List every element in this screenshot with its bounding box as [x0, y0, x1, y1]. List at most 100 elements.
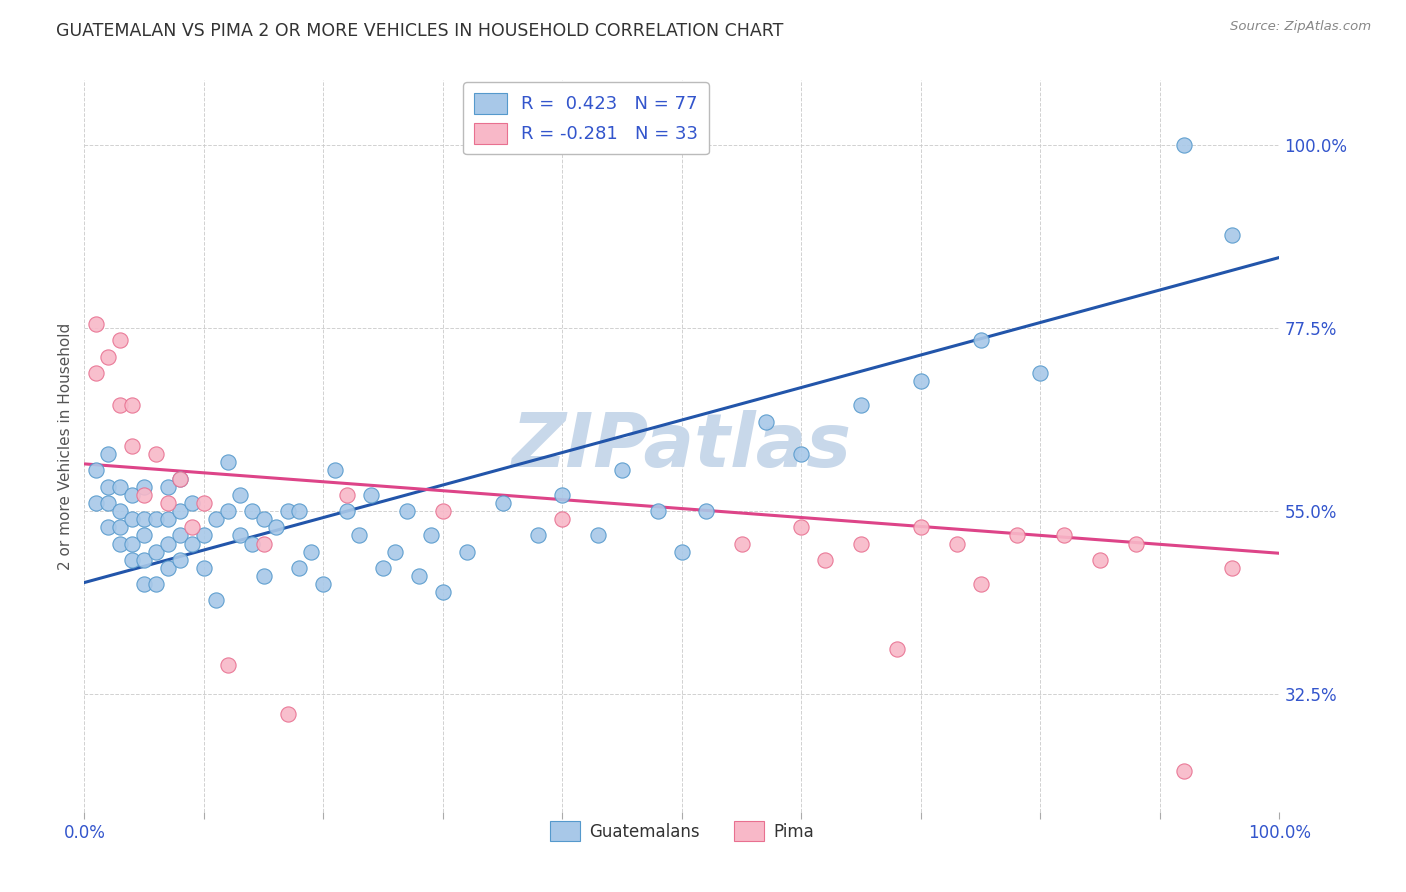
Point — [229, 488, 252, 502]
Point — [132, 577, 156, 591]
Point — [312, 577, 335, 591]
Point — [755, 415, 778, 429]
Point — [145, 447, 167, 461]
Point — [1173, 764, 1195, 778]
Point — [205, 593, 228, 607]
Point — [205, 512, 228, 526]
Point — [157, 512, 180, 526]
Point — [110, 480, 132, 494]
Point — [695, 504, 717, 518]
Point — [193, 561, 215, 575]
Point — [1053, 528, 1076, 542]
Point — [527, 528, 550, 542]
Point — [1220, 227, 1243, 242]
Point — [1029, 366, 1052, 380]
Point — [132, 480, 156, 494]
Point — [456, 544, 478, 558]
Text: ZIPatlas: ZIPatlas — [512, 409, 852, 483]
Legend: Guatemalans, Pima: Guatemalans, Pima — [543, 814, 821, 847]
Point — [349, 528, 371, 542]
Y-axis label: 2 or more Vehicles in Household: 2 or more Vehicles in Household — [58, 322, 73, 570]
Point — [790, 447, 813, 461]
Point — [217, 658, 239, 673]
Point — [432, 504, 454, 518]
Point — [1220, 561, 1243, 575]
Point — [86, 496, 108, 510]
Point — [551, 488, 574, 502]
Point — [946, 536, 969, 550]
Point — [264, 520, 287, 534]
Point — [169, 471, 191, 485]
Point — [360, 488, 382, 502]
Point — [121, 536, 143, 550]
Point — [277, 504, 299, 518]
Point — [910, 520, 932, 534]
Point — [110, 520, 132, 534]
Point — [169, 471, 191, 485]
Point — [1125, 536, 1147, 550]
Point — [169, 528, 191, 542]
Point — [851, 536, 873, 550]
Point — [193, 496, 215, 510]
Point — [612, 463, 634, 477]
Text: GUATEMALAN VS PIMA 2 OR MORE VEHICLES IN HOUSEHOLD CORRELATION CHART: GUATEMALAN VS PIMA 2 OR MORE VEHICLES IN… — [56, 22, 783, 40]
Point — [240, 536, 263, 550]
Point — [157, 480, 180, 494]
Point — [110, 504, 132, 518]
Point — [277, 707, 299, 722]
Point — [217, 455, 239, 469]
Point — [97, 447, 120, 461]
Point — [325, 463, 347, 477]
Point — [1090, 553, 1112, 567]
Point — [86, 317, 108, 331]
Point — [97, 496, 120, 510]
Point — [132, 553, 156, 567]
Point — [253, 536, 276, 550]
Point — [970, 334, 993, 348]
Point — [145, 577, 167, 591]
Point — [814, 553, 837, 567]
Point — [588, 528, 610, 542]
Point — [132, 488, 156, 502]
Point — [229, 528, 252, 542]
Point — [169, 553, 191, 567]
Point — [132, 512, 156, 526]
Point — [181, 496, 204, 510]
Point — [217, 504, 239, 518]
Point — [157, 561, 180, 575]
Point — [145, 512, 167, 526]
Point — [420, 528, 443, 542]
Point — [551, 512, 574, 526]
Point — [97, 350, 120, 364]
Point — [253, 569, 276, 583]
Point — [240, 504, 263, 518]
Point — [1173, 138, 1195, 153]
Point — [910, 374, 932, 388]
Point — [110, 536, 132, 550]
Point — [181, 520, 204, 534]
Text: Source: ZipAtlas.com: Source: ZipAtlas.com — [1230, 20, 1371, 33]
Point — [373, 561, 395, 575]
Point — [336, 488, 359, 502]
Point — [336, 504, 359, 518]
Point — [169, 504, 191, 518]
Point — [671, 544, 693, 558]
Point — [121, 553, 143, 567]
Point — [970, 577, 993, 591]
Point — [432, 585, 454, 599]
Point — [253, 512, 276, 526]
Point — [886, 642, 908, 657]
Point — [1005, 528, 1028, 542]
Point — [492, 496, 515, 510]
Point — [408, 569, 430, 583]
Point — [647, 504, 669, 518]
Point — [121, 439, 143, 453]
Point — [86, 366, 108, 380]
Point — [97, 480, 120, 494]
Point — [121, 488, 143, 502]
Point — [86, 463, 108, 477]
Point — [157, 496, 180, 510]
Point — [145, 544, 167, 558]
Point — [396, 504, 419, 518]
Point — [132, 528, 156, 542]
